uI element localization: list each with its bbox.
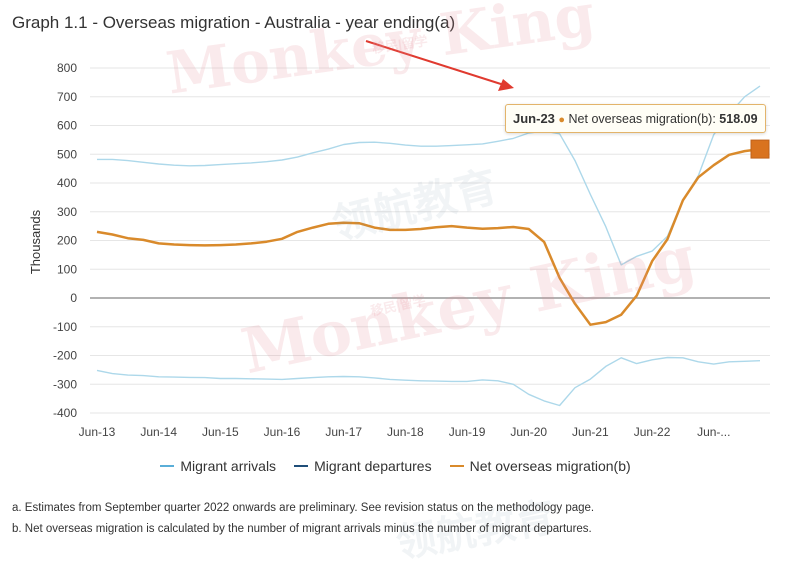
x-axis-ticks: Jun-13 Jun-14 Jun-15 Jun-16 Jun-17 Jun-18 Jun-… xyxy=(79,425,731,439)
y-tick-label: -100 xyxy=(53,320,77,334)
y-tick-label: 500 xyxy=(57,147,77,161)
x-tick-label: Jun-19 xyxy=(449,425,486,439)
legend-swatch-icon xyxy=(449,465,464,467)
legend-label: Migrant departures xyxy=(314,458,432,474)
annotation-arrow-line xyxy=(365,40,505,86)
legend-swatch-icon xyxy=(160,465,175,467)
legend-item-departures[interactable]: Migrant departures xyxy=(294,458,432,474)
x-tick-label: Jun-18 xyxy=(387,425,424,439)
series-line[interactable] xyxy=(97,85,761,266)
y-tick-label: 300 xyxy=(57,205,77,219)
legend-label: Net overseas migration(b) xyxy=(469,458,631,474)
y-axis-label: Thousands xyxy=(28,209,43,274)
line-chart: -400 -300 -200 -100 0 100 200 300 400 500 600 700 80… xyxy=(28,40,770,439)
chart-legend: Migrant arrivals Migrant departures Net … xyxy=(0,458,791,474)
y-tick-label: -300 xyxy=(53,377,77,391)
legend-item-arrivals[interactable]: Migrant arrivals xyxy=(160,458,276,474)
y-tick-label: 600 xyxy=(57,119,77,133)
annotation-arrow-icon xyxy=(498,79,514,91)
footnote-a: a. Estimates from September quarter 2022… xyxy=(12,502,595,514)
tooltip-date: Jun-23 xyxy=(513,111,555,126)
tooltip-value: 518.09 xyxy=(719,112,758,126)
y-tick-label: 200 xyxy=(57,234,77,248)
legend-swatch-icon xyxy=(294,465,309,467)
x-tick-label: Jun-16 xyxy=(264,425,301,439)
data-tooltip: Jun-23 ● Net overseas migration(b): 518.… xyxy=(505,104,766,133)
y-tick-label: -200 xyxy=(53,349,77,363)
legend-item-net[interactable]: Net overseas migration(b) xyxy=(449,458,631,474)
y-tick-label: 0 xyxy=(70,291,77,305)
x-tick-label: Jun-22 xyxy=(634,425,671,439)
series-line[interactable] xyxy=(96,356,761,407)
y-tick-label: 100 xyxy=(57,262,77,276)
x-tick-label: Jun-13 xyxy=(79,425,116,439)
y-tick-label: 800 xyxy=(57,61,77,75)
y-axis-ticks: -400 -300 -200 -100 0 100 200 300 400 500 600 700 80… xyxy=(53,61,77,420)
highlight-marker[interactable] xyxy=(750,139,770,159)
tooltip-dot-icon: ● xyxy=(558,114,566,126)
tooltip-series-label: Net overseas migration(b): xyxy=(568,112,716,126)
x-tick-label: Jun-20 xyxy=(510,425,547,439)
x-tick-label: Jun-14 xyxy=(140,425,177,439)
x-tick-label: Jun-17 xyxy=(325,425,362,439)
footnote-b: b. Net overseas migration is calculated … xyxy=(12,523,592,535)
chart-title: Graph 1.1 - Overseas migration - Austral… xyxy=(12,13,456,32)
x-tick-label: Jun-15 xyxy=(202,425,239,439)
y-tick-label: 700 xyxy=(57,90,77,104)
y-tick-label: 400 xyxy=(57,176,77,190)
footnotes: a. Estimates from September quarter 2022… xyxy=(12,498,594,540)
series-line[interactable] xyxy=(96,147,761,326)
x-tick-label: Jun-... xyxy=(697,425,730,439)
y-tick-label: -400 xyxy=(53,406,77,420)
x-tick-label: Jun-21 xyxy=(572,425,609,439)
legend-label: Migrant arrivals xyxy=(180,458,277,474)
series-layer xyxy=(96,85,761,407)
annotation-layer xyxy=(365,40,770,159)
